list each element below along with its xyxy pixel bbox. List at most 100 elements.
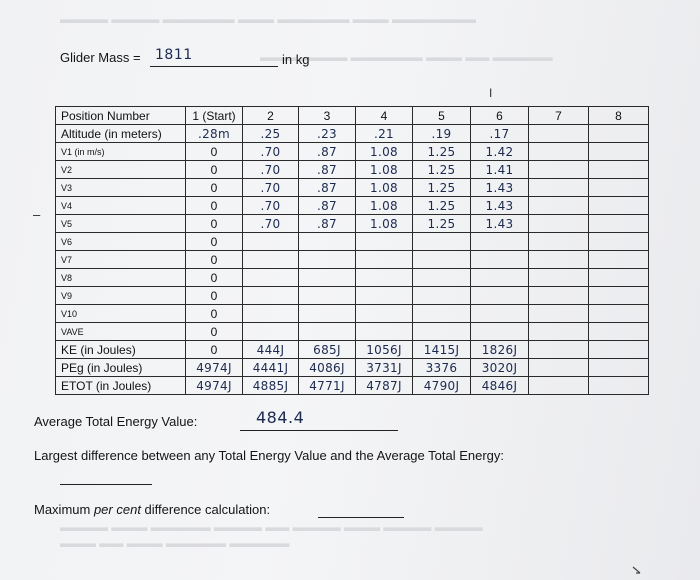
table-cell: 1.08 bbox=[355, 142, 413, 161]
table-cell bbox=[528, 232, 589, 251]
table-cell: 1.43 bbox=[470, 178, 529, 197]
table-cell: .28m bbox=[185, 124, 243, 143]
max-percent-difference-blank bbox=[318, 517, 404, 518]
average-energy-label: Average Total Energy Value: bbox=[34, 414, 198, 429]
glider-mass-value: 1811 bbox=[155, 47, 193, 63]
table-cell bbox=[528, 196, 589, 215]
table-cell: 1.42 bbox=[470, 142, 529, 161]
table-cell bbox=[470, 250, 529, 269]
table-cell: .87 bbox=[298, 178, 356, 197]
table-cell bbox=[470, 286, 529, 305]
table-cell: 1.25 bbox=[412, 214, 471, 233]
table-cell: .19 bbox=[412, 124, 471, 143]
table-cell bbox=[528, 178, 589, 197]
row-label: V6 bbox=[55, 232, 186, 251]
table-cell bbox=[355, 322, 413, 341]
table-cell bbox=[588, 322, 649, 341]
table-cell: 1.25 bbox=[412, 160, 471, 179]
glider-mass-label: Glider Mass = bbox=[60, 50, 141, 65]
table-cell: .70 bbox=[242, 214, 299, 233]
row-label: KE (in Joules) bbox=[55, 340, 186, 359]
table-cell bbox=[412, 268, 471, 287]
max-percent-label-italic: per cent bbox=[93, 502, 141, 517]
row-label: V8 bbox=[55, 268, 186, 287]
header-position-7: 7 bbox=[528, 106, 589, 125]
table-cell bbox=[588, 250, 649, 269]
table-cell: 444J bbox=[242, 340, 299, 359]
table-cell: 0 bbox=[185, 142, 243, 161]
table-cell bbox=[588, 160, 649, 179]
table-cell: 4974J bbox=[185, 358, 243, 377]
table-cell bbox=[588, 340, 649, 359]
table-cell: 1.25 bbox=[412, 196, 471, 215]
table-cell bbox=[528, 304, 589, 323]
table-row: ETOT (in Joules) 4974J 4885J 4771J 4787J 4790… bbox=[55, 376, 649, 395]
header-position-number: Position Number bbox=[55, 106, 186, 125]
table-cell bbox=[298, 286, 356, 305]
table-cell bbox=[412, 286, 471, 305]
row-label: V9 bbox=[55, 286, 186, 305]
table-cell: 685J bbox=[298, 340, 356, 359]
table-cell bbox=[355, 304, 413, 323]
table-cell bbox=[242, 232, 299, 251]
max-percent-label-prefix: Maximum bbox=[34, 502, 94, 517]
table-row: KE (in Joules) 0 444J 685J 1056J 1415J 1826J bbox=[55, 340, 649, 359]
table-cell: 0 bbox=[185, 340, 243, 359]
average-energy-value: 484.4 bbox=[256, 408, 305, 427]
table-cell: 3020J bbox=[470, 358, 529, 377]
table-cell bbox=[588, 196, 649, 215]
table-cell bbox=[298, 268, 356, 287]
table-row: V8 0 bbox=[55, 268, 649, 287]
margin-dash-mark: – bbox=[33, 207, 41, 222]
row-label: ETOT (in Joules) bbox=[55, 376, 186, 395]
table-cell: 0 bbox=[185, 160, 243, 179]
table-cell: 4846J bbox=[470, 376, 529, 395]
table-row: V5 0.70.87 1.08 1.25 1.43 bbox=[55, 214, 649, 233]
bleed-through-text: ▬▬▬▬ ▬▬▬▬ ▬▬▬▬▬▬ ▬▬▬ ▬▬▬▬▬▬ ▬▬▬ ▬▬▬▬▬▬▬ bbox=[60, 12, 477, 26]
table-cell bbox=[355, 286, 413, 305]
table-cell bbox=[528, 322, 589, 341]
table-cell: 1.08 bbox=[355, 178, 413, 197]
table-cell: 0 bbox=[185, 232, 243, 251]
table-row: V6 0 bbox=[55, 232, 649, 251]
table-cell: 1.25 bbox=[412, 178, 471, 197]
table-cell: 1.43 bbox=[470, 214, 529, 233]
table-cell bbox=[528, 268, 589, 287]
table-cell bbox=[528, 376, 589, 395]
table-row: V4 0.70.87 1.08 1.25 1.43 bbox=[55, 196, 649, 215]
bleed-through-text: ▬▬▬▬ ▬▬▬ ▬▬▬▬▬ ▬▬▬▬ ▬▬ ▬▬▬▬ ▬▬▬ ▬▬▬▬ ▬▬▬… bbox=[60, 520, 483, 534]
bleed-through-text: ▬▬▬ ▬▬ ▬▬▬ ▬▬▬▬▬ ▬▬▬▬▬ bbox=[60, 536, 290, 550]
table-cell bbox=[588, 178, 649, 197]
table-cell bbox=[298, 232, 356, 251]
header-position-4: 4 bbox=[355, 106, 413, 125]
energy-data-table: Position Number 1 (Start) 2 3 4 5 6 7 8 Altitude … bbox=[55, 106, 649, 395]
table-cell bbox=[470, 304, 529, 323]
largest-difference-blank bbox=[60, 484, 152, 485]
table-cell bbox=[528, 142, 589, 161]
table-cell: 4974J bbox=[185, 376, 243, 395]
table-cell: 3376 bbox=[412, 358, 471, 377]
table-cell bbox=[412, 322, 471, 341]
row-label: V7 bbox=[55, 250, 186, 269]
table-cell bbox=[588, 358, 649, 377]
row-label: PEg (in Joules) bbox=[55, 358, 186, 377]
table-cell: .70 bbox=[242, 142, 299, 161]
table-cell bbox=[242, 322, 299, 341]
table-cell bbox=[528, 124, 589, 143]
table-row: V1 (in m/s) 0.70.87 1.08 1.25 1.42 bbox=[55, 142, 649, 161]
table-cell: 1826J bbox=[470, 340, 529, 359]
table-cell bbox=[528, 286, 589, 305]
table-cell: 4441J bbox=[242, 358, 299, 377]
table-row: Altitude (in meters) .28m .25.23.21.19.17 bbox=[55, 124, 649, 143]
table-cell bbox=[242, 286, 299, 305]
table-cell bbox=[588, 286, 649, 305]
header-position-6: 6 bbox=[470, 106, 529, 125]
table-cell: 4787J bbox=[355, 376, 413, 395]
table-cell: .87 bbox=[298, 160, 356, 179]
max-percent-label-suffix: difference calculation: bbox=[140, 502, 271, 517]
table-row: V7 0 bbox=[55, 250, 649, 269]
row-label: V1 (in m/s) bbox=[55, 142, 186, 161]
table-cell bbox=[470, 268, 529, 287]
table-cell: 1.41 bbox=[470, 160, 529, 179]
